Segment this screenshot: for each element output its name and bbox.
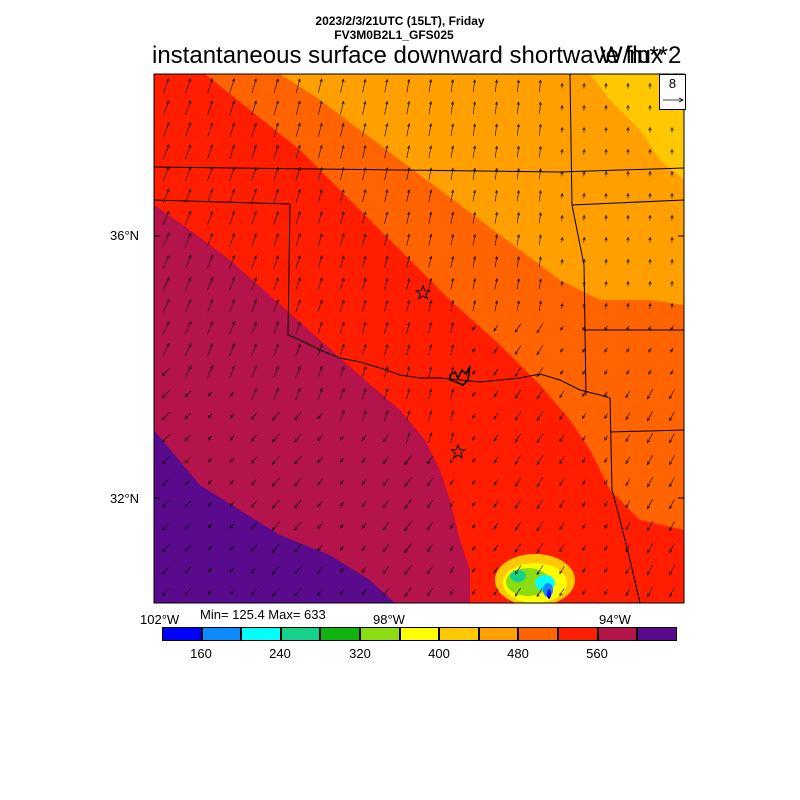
colorbar-swatch-1 bbox=[201, 627, 242, 641]
band-purple bbox=[154, 430, 395, 603]
colorbar-label: 160 bbox=[190, 646, 212, 661]
colorbar-swatch-10 bbox=[558, 627, 598, 641]
min-max-label: Min= 125.4 Max= 633 bbox=[200, 607, 326, 622]
state-boundaries bbox=[154, 74, 684, 603]
colorbar-label: 320 bbox=[349, 646, 371, 661]
colorbar-swatch-11 bbox=[597, 627, 638, 641]
lon-label-94w: 94°W bbox=[599, 612, 631, 627]
star-marker-north bbox=[414, 284, 432, 300]
star-markers bbox=[414, 284, 467, 459]
units-label: W/m**2 bbox=[600, 42, 682, 69]
colorbar-swatch-5 bbox=[360, 627, 400, 641]
band-orange bbox=[280, 74, 684, 305]
colorbar-label: 400 bbox=[428, 646, 450, 661]
band-maroon bbox=[154, 205, 470, 603]
star-marker-south bbox=[449, 443, 467, 459]
colorbar-label: 480 bbox=[507, 646, 529, 661]
wind-vector-field bbox=[161, 77, 675, 598]
colorbar-swatch-6 bbox=[399, 627, 440, 641]
plot-frame bbox=[153, 73, 685, 604]
colorbar-swatch-7 bbox=[439, 627, 479, 641]
colorbar-label: 560 bbox=[586, 646, 608, 661]
colorbar-swatch-2 bbox=[241, 627, 281, 641]
reference-arrow-icon bbox=[663, 97, 684, 103]
rain-cluster bbox=[495, 554, 575, 603]
colorbar-label: 240 bbox=[269, 646, 291, 661]
lake-texoma bbox=[449, 365, 471, 386]
lat-label-36n: 36°N bbox=[110, 228, 140, 243]
colorbar-swatch-12 bbox=[637, 627, 677, 641]
reference-vector-box: 8 bbox=[659, 74, 686, 110]
lat-label-32n: 32°N bbox=[110, 491, 140, 506]
colorbar-swatch-8 bbox=[478, 627, 519, 641]
lon-label-102w: 102°W bbox=[140, 612, 180, 627]
axis-ticks bbox=[154, 235, 684, 499]
colorbar-swatch-9 bbox=[518, 627, 559, 641]
date-time-header: 2023/2/3/21UTC (15LT), Friday bbox=[315, 14, 485, 28]
colorbar-swatch-4 bbox=[320, 627, 361, 641]
shaded-field bbox=[154, 74, 684, 603]
model-name-header: FV3M0B2L1_GFS025 bbox=[334, 28, 454, 42]
colorbar-swatch-0 bbox=[162, 627, 202, 641]
reference-vector-value: 8 bbox=[668, 76, 677, 91]
colorbar-swatch-3 bbox=[280, 627, 321, 641]
plot-title: instantaneous surface downward shortwave… bbox=[152, 42, 663, 69]
colorbar bbox=[162, 627, 677, 641]
lon-label-98w: 98°W bbox=[373, 612, 405, 627]
